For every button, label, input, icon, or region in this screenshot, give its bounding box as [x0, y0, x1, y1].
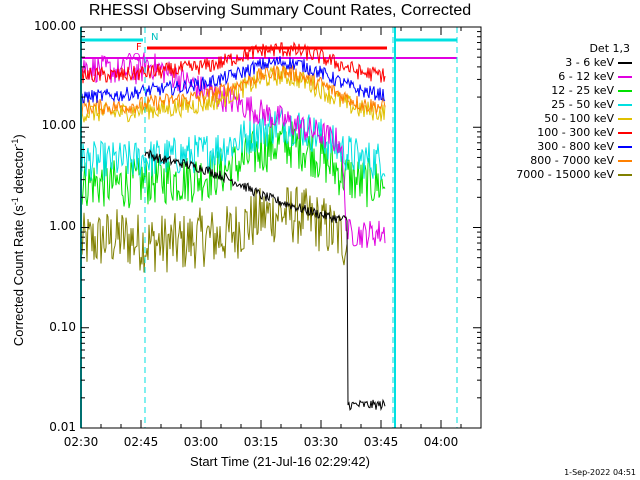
chart-title: RHESSI Observing Summary Count Rates, Co…: [88, 2, 472, 19]
legend-item: 800 - 7000 keV: [486, 154, 632, 168]
legend-title: Det 1,3: [589, 42, 630, 55]
series-line: [80, 64, 386, 115]
flag-aq-label: AQ: [126, 52, 141, 63]
x-tick-label: 02:45: [123, 435, 159, 449]
legend-item: 100 - 300 keV: [486, 126, 632, 140]
x-tick-label: 03:00: [183, 435, 219, 449]
legend-item: 3 - 6 keV: [486, 56, 632, 70]
x-tick-label: 03:15: [243, 435, 279, 449]
flag-n-label: N: [151, 32, 159, 43]
y-tick-label: 0.01: [49, 420, 76, 434]
series-line: [80, 56, 386, 104]
x-tick-label: 03:30: [303, 435, 339, 449]
legend-item: 7000 - 15000 keV: [486, 168, 632, 182]
y-tick-label: 10.00: [41, 118, 76, 132]
x-tick-label: 03:45: [363, 435, 399, 449]
x-axis-label: Start Time (21-Jul-16 02:29:42): [190, 454, 370, 469]
x-tick-label: 02:30: [63, 435, 99, 449]
x-tick-label: 04:00: [423, 435, 459, 449]
y-tick-label: 1.00: [49, 219, 76, 233]
y-tick-label: 100.00: [34, 19, 76, 33]
series-line: [80, 186, 348, 273]
flag-f-label: F: [136, 42, 142, 53]
series-line: [80, 65, 386, 123]
legend-item: 300 - 800 keV: [486, 140, 632, 154]
series-line: [144, 149, 386, 412]
legend-item: 25 - 50 keV: [486, 98, 632, 112]
generation-date: 1-Sep-2022 04:51: [564, 468, 636, 477]
series-layer: [80, 41, 386, 412]
series-line: [80, 41, 386, 84]
series-line: [80, 121, 386, 209]
axis-ticks: [80, 26, 482, 429]
legend: Det 1,3 3 - 6 keV 6 - 12 keV 12 - 25 keV…: [486, 42, 632, 182]
plot-frame: [80, 26, 482, 429]
legend-item: 6 - 12 keV: [486, 70, 632, 84]
legend-item: 50 - 100 keV: [486, 112, 632, 126]
legend-item: 12 - 25 keV: [486, 84, 632, 98]
y-tick-label: 0.10: [49, 320, 76, 334]
